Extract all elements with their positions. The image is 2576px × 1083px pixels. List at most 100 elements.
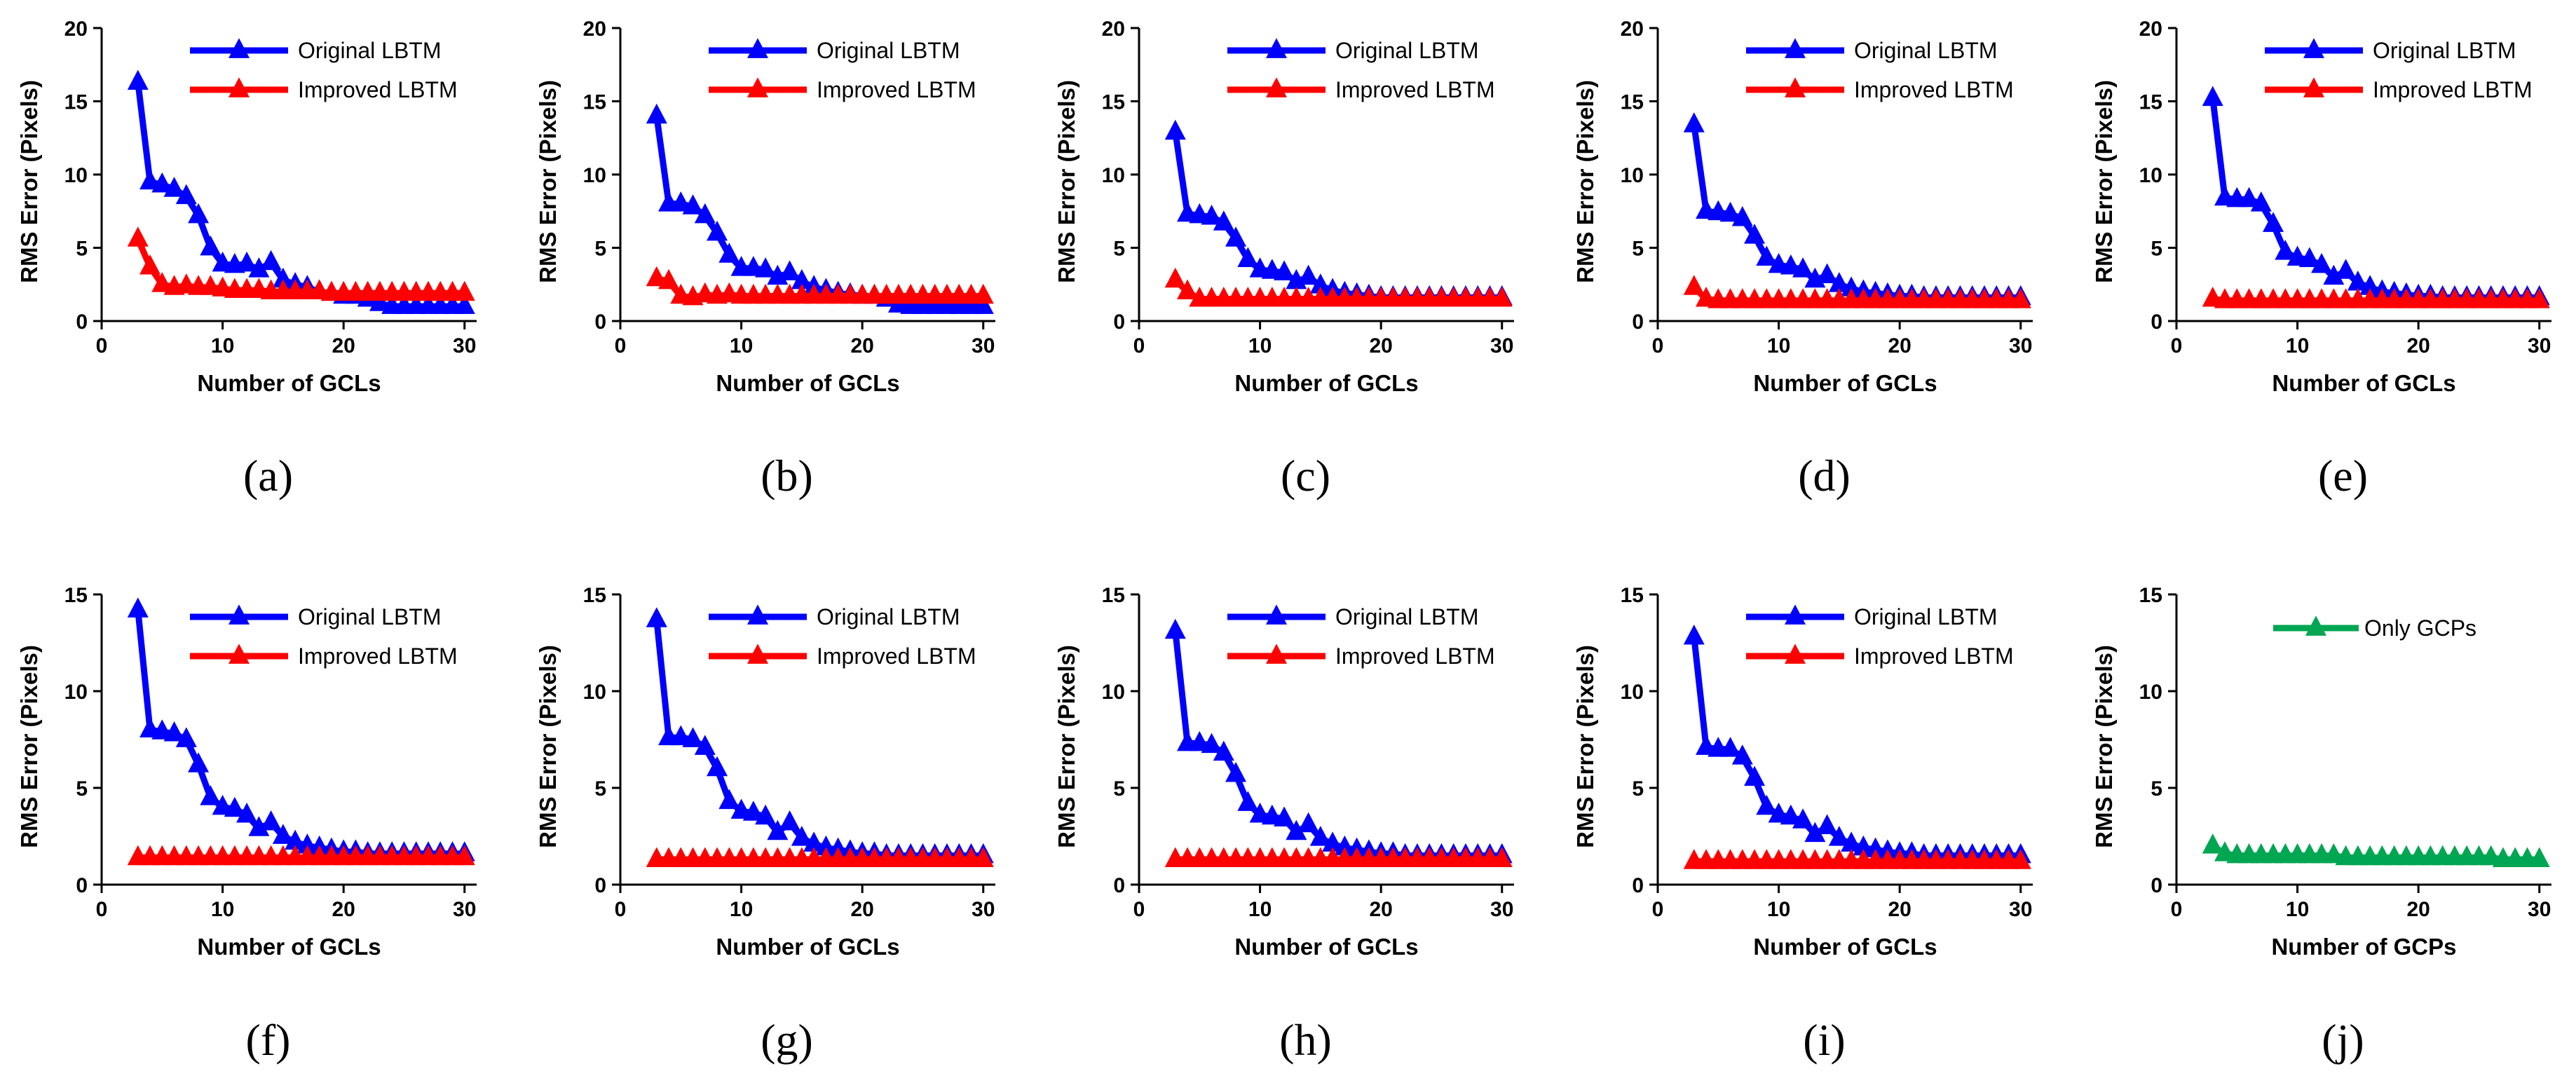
legend-label: Original LBTM <box>298 38 442 63</box>
x-tick-label: 30 <box>972 334 995 357</box>
panel-caption: (i) <box>1803 1015 1845 1065</box>
x-tick-label: 10 <box>730 334 753 357</box>
y-tick-label: 15 <box>64 584 88 607</box>
x-tick-label: 30 <box>453 898 476 921</box>
x-tick-label: 20 <box>2406 898 2430 921</box>
legend-swatch-marker <box>1785 643 1806 664</box>
data-point-marker <box>1683 112 1705 132</box>
data-point-marker <box>1237 791 1259 811</box>
data-point-marker <box>260 250 282 271</box>
data-point-marker <box>1225 762 1247 782</box>
data-point-marker <box>1756 245 1778 266</box>
data-point-marker <box>2323 264 2345 285</box>
legend-swatch-marker <box>2305 615 2326 636</box>
x-tick-label: 0 <box>2171 898 2183 921</box>
data-point-marker <box>803 831 825 852</box>
data-point-marker <box>200 785 222 805</box>
legend-swatch-marker <box>1785 77 1806 97</box>
y-tick-label: 5 <box>76 777 88 801</box>
legend-label: Improved LBTM <box>1335 77 1495 102</box>
legend-label: Improved LBTM <box>1854 643 2014 669</box>
legend-entry: Original LBTM <box>2265 38 2516 63</box>
x-tick-label: 10 <box>211 334 234 357</box>
legend-entry: Improved LBTM <box>190 643 458 669</box>
panel-caption: (e) <box>2318 451 2368 500</box>
legend-entry: Original LBTM <box>709 38 960 63</box>
legend-label: Original LBTM <box>1854 604 1998 629</box>
data-point-marker <box>236 251 258 272</box>
data-point-marker <box>1297 264 1319 285</box>
y-tick-label: 0 <box>1632 874 1644 897</box>
y-tick-label: 10 <box>583 164 606 187</box>
data-point-marker <box>1756 794 1778 815</box>
y-tick-label: 0 <box>76 874 88 897</box>
x-tick-label: 30 <box>2528 898 2551 921</box>
y-tick-label: 5 <box>1632 777 1644 801</box>
x-tick-label: 0 <box>615 334 627 357</box>
legend-label: Original LBTM <box>817 604 960 629</box>
series-original-lbtm <box>1164 119 1513 306</box>
data-point-marker <box>1201 733 1222 754</box>
series-original-lbtm <box>127 69 475 314</box>
y-tick-label: 5 <box>1113 238 1125 261</box>
legend-entry: Original LBTM <box>190 604 442 629</box>
x-tick-label: 0 <box>96 898 108 921</box>
panel-caption: (b) <box>761 451 813 500</box>
y-tick-label: 5 <box>76 238 88 261</box>
x-axis-label: Number of GCLs <box>2272 370 2455 396</box>
y-tick-label: 10 <box>64 164 88 187</box>
data-point-marker <box>972 847 994 867</box>
legend-entry: Original LBTM <box>1746 604 1998 629</box>
panel-caption: (c) <box>1281 451 1330 500</box>
x-tick-label: 0 <box>2171 334 2183 357</box>
x-tick-label: 0 <box>615 898 627 921</box>
y-tick-label: 15 <box>583 91 606 114</box>
data-point-marker <box>2250 191 2272 212</box>
legend-label: Improved LBTM <box>2373 77 2533 102</box>
data-point-marker <box>1164 119 1186 140</box>
data-point-marker <box>2202 86 2223 107</box>
data-point-marker <box>139 254 161 275</box>
y-axis-label: RMS Error (Pixels) <box>1054 645 1079 848</box>
legend-entry: Original LBTM <box>1746 38 1998 63</box>
legend-entry: Original LBTM <box>709 604 960 629</box>
y-axis-label: RMS Error (Pixels) <box>2091 645 2117 848</box>
chart-i: 0 5 10 15 0 10 20 30 Number of GCLs RMS Error (Pi… <box>1572 584 2033 1065</box>
legend-swatch-marker <box>1266 77 1287 97</box>
y-axis-label: RMS Error (Pixels) <box>535 645 561 848</box>
x-axis-label: Number of GCLs <box>1753 370 1937 396</box>
data-point-marker <box>2359 275 2381 295</box>
x-axis-label: Number of GCLs <box>716 370 899 396</box>
y-tick-label: 15 <box>2139 584 2162 607</box>
legend-label: Original LBTM <box>1854 38 1998 63</box>
data-point-marker <box>682 194 704 214</box>
data-point-marker <box>2202 833 2223 854</box>
x-tick-label: 30 <box>1490 334 1513 357</box>
data-point-marker <box>2311 252 2333 273</box>
y-tick-label: 0 <box>2151 311 2162 334</box>
data-point-marker <box>188 203 210 224</box>
y-tick-label: 0 <box>1113 311 1125 334</box>
data-point-marker <box>188 752 210 772</box>
y-tick-label: 15 <box>2139 91 2162 114</box>
data-point-marker <box>454 294 475 314</box>
data-point-marker <box>1804 822 1826 843</box>
data-point-marker <box>670 191 692 212</box>
data-point-marker <box>742 801 764 821</box>
legend-entry: Improved LBTM <box>1746 77 2014 102</box>
data-point-marker <box>2010 288 2031 308</box>
data-point-marker <box>369 291 390 311</box>
data-point-marker <box>755 257 777 278</box>
x-tick-label: 20 <box>1369 334 1392 357</box>
data-point-marker <box>1297 812 1319 833</box>
data-point-marker <box>1309 826 1331 846</box>
data-point-marker <box>658 268 680 290</box>
data-point-marker <box>2263 212 2284 232</box>
x-tick-label: 10 <box>730 898 753 921</box>
data-point-marker <box>2347 270 2369 291</box>
data-point-marker <box>1225 226 1247 247</box>
y-tick-label: 10 <box>1102 164 1125 187</box>
x-tick-label: 20 <box>1888 334 1911 357</box>
x-tick-label: 20 <box>850 334 873 357</box>
legend-entry: Improved LBTM <box>2265 77 2533 102</box>
